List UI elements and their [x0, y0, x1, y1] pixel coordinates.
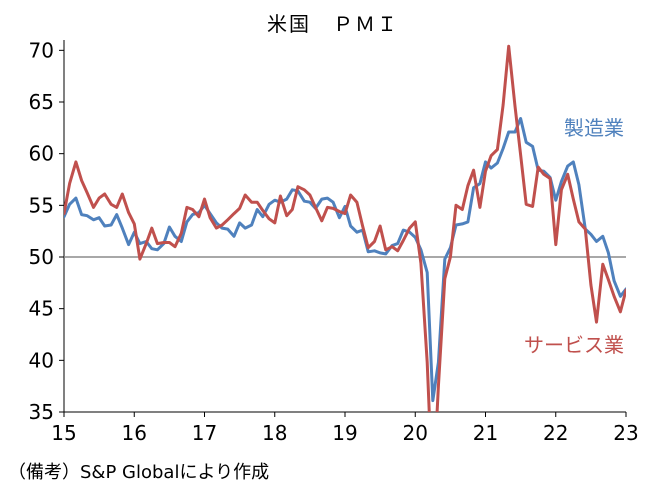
x-tick-label: 20	[403, 421, 428, 445]
x-tick-label: 21	[473, 421, 498, 445]
source-note: （備考）S&P Globalにより作成	[8, 462, 270, 483]
x-tick-label: 16	[122, 421, 147, 445]
y-tick-label: 40	[29, 348, 54, 372]
x-tick-label: 19	[332, 421, 357, 445]
manufacturing-series-label: 製造業	[564, 116, 624, 140]
manufacturing-series-line	[64, 117, 626, 403]
services-series-line	[64, 44, 626, 412]
y-tick-label: 60	[29, 142, 54, 166]
x-tick-label: 22	[543, 421, 568, 445]
y-tick-label: 55	[29, 193, 54, 217]
y-tick-label: 65	[29, 90, 54, 114]
y-tick-label: 45	[29, 297, 54, 321]
chart-title: 米国 ＰＭＩ	[267, 12, 399, 36]
services-series-label: サービス業	[524, 333, 624, 357]
x-tick-label: 18	[262, 421, 287, 445]
x-tick-label: 17	[192, 421, 217, 445]
y-tick-label: 70	[29, 38, 54, 62]
y-tick-label: 35	[29, 400, 54, 424]
x-tick-label: 15	[51, 421, 76, 445]
axes-group: 35 40 45 50 55 60 65 70 15 16 17 18 19 20 21 22 23	[29, 38, 639, 445]
y-tick-label: 50	[29, 245, 54, 269]
x-tick-label: 23	[613, 421, 638, 445]
series-lines-group	[64, 44, 626, 412]
